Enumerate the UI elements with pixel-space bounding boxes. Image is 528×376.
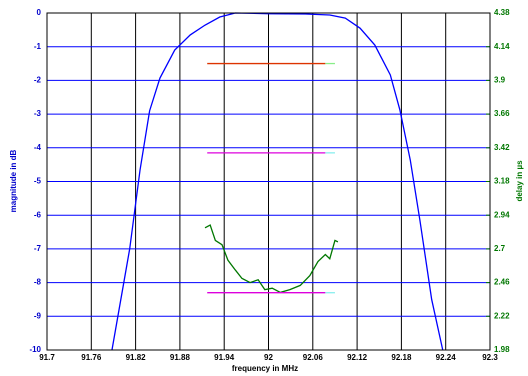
y2-tick-label: 3.18	[494, 177, 510, 186]
y2-tick-label: 2.46	[494, 278, 510, 287]
plot-frame	[46, 12, 491, 351]
x-tick-label: 91.76	[81, 353, 102, 362]
y-tick-label: -5	[34, 177, 42, 186]
y-tick-label: -10	[29, 345, 41, 354]
x-tick-label: 92.24	[436, 353, 457, 362]
y-tick-label: -9	[34, 311, 42, 320]
x-tick-label: 92.3	[482, 353, 498, 362]
y2-tick-label: 2.7	[494, 244, 506, 253]
y-tick-label: -7	[34, 244, 42, 253]
y-tick-label: -1	[34, 42, 42, 51]
x-tick-label: 91.7	[39, 353, 55, 362]
y-tick-label: -8	[34, 278, 42, 287]
x-tick-label: 91.88	[170, 353, 191, 362]
y2-tick-label: 1.98	[494, 345, 510, 354]
y2-tick-label: 2.22	[494, 311, 510, 320]
y2-tick-label: 4.14	[494, 42, 510, 51]
y-tick-label: 0	[37, 8, 42, 17]
x-tick-label: 92.06	[303, 353, 324, 362]
y2-tick-label: 3.42	[494, 143, 510, 152]
y-tick-label: -4	[34, 143, 42, 152]
y-tick-label: -3	[34, 109, 42, 118]
y-axis-label: magnitude in dB	[9, 149, 18, 212]
y2-tick-label: 4.38	[494, 8, 510, 17]
y-tick-label: -6	[34, 210, 42, 219]
y2-tick-label: 3.66	[494, 109, 510, 118]
y-tick-label: -2	[34, 76, 42, 85]
y2-tick-label: 2.94	[494, 210, 510, 219]
x-tick-label: 91.82	[126, 353, 147, 362]
x-tick-label: 92.12	[347, 353, 368, 362]
y2-tick-label: 3.9	[494, 76, 506, 85]
x-tick-label: 92.18	[391, 353, 412, 362]
x-axis-label: frequency in MHz	[232, 364, 298, 373]
x-tick-label: 92	[264, 353, 273, 362]
x-tick-label: 91.94	[214, 353, 235, 362]
series-line	[111, 12, 444, 351]
y2-axis-label: delay in µs	[515, 160, 524, 202]
series-line	[204, 224, 339, 294]
